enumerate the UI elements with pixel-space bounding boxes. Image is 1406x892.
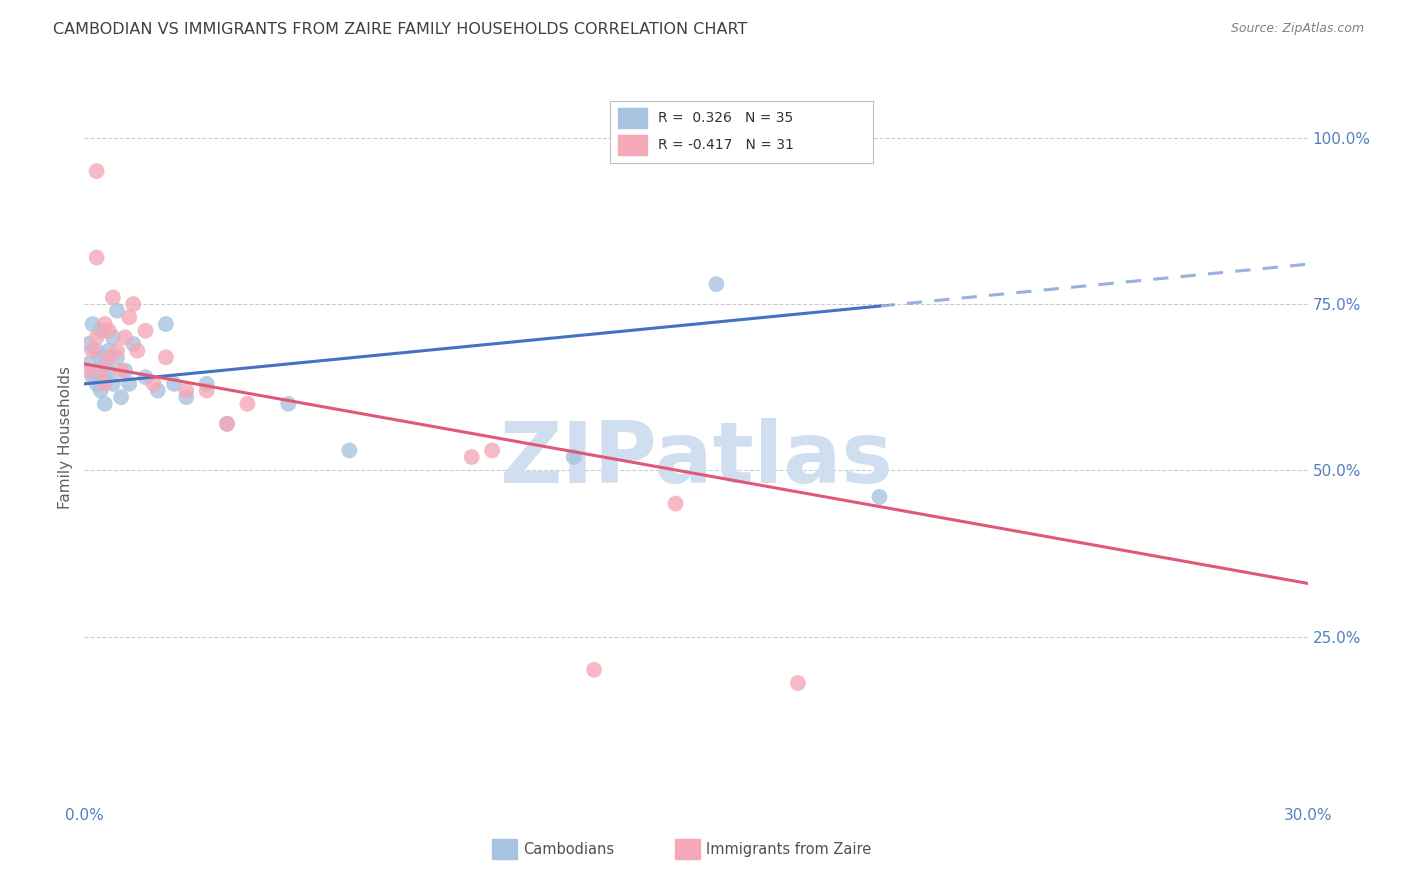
- Point: [118, 310, 141, 325]
- Point: [122, 297, 145, 311]
- Point: [86, 251, 108, 265]
- Point: [86, 343, 108, 358]
- Point: [110, 363, 132, 377]
- Point: [146, 384, 169, 398]
- Point: [93, 370, 115, 384]
- Point: [142, 376, 165, 391]
- Point: [93, 376, 115, 391]
- Point: [122, 337, 145, 351]
- Point: [90, 384, 112, 398]
- Point: [195, 384, 218, 398]
- Point: [787, 676, 810, 690]
- Point: [90, 351, 112, 365]
- Point: [118, 376, 141, 391]
- Point: [174, 390, 197, 404]
- Point: [195, 376, 218, 391]
- Point: [665, 497, 688, 511]
- Point: [101, 376, 124, 391]
- Point: [135, 324, 157, 338]
- Point: [105, 343, 128, 358]
- Point: [114, 330, 136, 344]
- Text: ZIPatlas: ZIPatlas: [499, 417, 893, 500]
- Point: [481, 443, 503, 458]
- Text: Cambodians: Cambodians: [523, 842, 614, 856]
- Point: [135, 370, 157, 384]
- Point: [97, 343, 120, 358]
- Point: [706, 277, 728, 292]
- Point: [97, 324, 120, 338]
- Point: [97, 351, 120, 365]
- Point: [93, 357, 115, 371]
- Text: Immigrants from Zaire: Immigrants from Zaire: [706, 842, 872, 856]
- Point: [163, 376, 186, 391]
- Point: [77, 337, 100, 351]
- Point: [105, 303, 128, 318]
- Point: [90, 363, 112, 377]
- Point: [93, 397, 115, 411]
- Point: [90, 324, 112, 338]
- Y-axis label: Family Households: Family Households: [58, 366, 73, 508]
- Point: [217, 417, 239, 431]
- Point: [461, 450, 484, 464]
- Point: [82, 370, 104, 384]
- Text: Source: ZipAtlas.com: Source: ZipAtlas.com: [1230, 22, 1364, 36]
- Point: [77, 357, 100, 371]
- Point: [217, 417, 239, 431]
- Point: [86, 376, 108, 391]
- Point: [114, 363, 136, 377]
- Point: [86, 363, 108, 377]
- Point: [339, 443, 361, 458]
- Point: [101, 290, 124, 304]
- Point: [127, 343, 149, 358]
- Point: [77, 363, 100, 377]
- Text: CAMBODIAN VS IMMIGRANTS FROM ZAIRE FAMILY HOUSEHOLDS CORRELATION CHART: CAMBODIAN VS IMMIGRANTS FROM ZAIRE FAMIL…: [53, 22, 748, 37]
- Point: [101, 330, 124, 344]
- Point: [155, 317, 177, 331]
- Point: [174, 384, 197, 398]
- Point: [86, 330, 108, 344]
- Point: [583, 663, 606, 677]
- Point: [86, 164, 108, 178]
- Point: [562, 450, 585, 464]
- Point: [869, 490, 891, 504]
- Point: [93, 317, 115, 331]
- Point: [97, 363, 120, 377]
- Point: [277, 397, 299, 411]
- Point: [110, 390, 132, 404]
- Point: [105, 351, 128, 365]
- Point: [82, 343, 104, 358]
- Point: [82, 317, 104, 331]
- Point: [155, 351, 177, 365]
- Point: [236, 397, 259, 411]
